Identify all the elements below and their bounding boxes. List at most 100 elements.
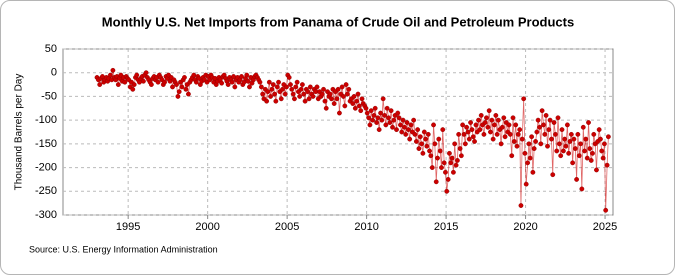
data-point [460,122,466,128]
data-point [375,115,381,121]
data-point [543,113,549,118]
data-point [580,124,586,130]
data-point [284,84,289,90]
data-point [307,84,313,90]
data-point [568,131,574,137]
data-point [417,134,423,140]
y-axis-label: Thousand Barrels per Day [14,74,25,191]
data-point [534,129,540,135]
data-point [468,120,473,125]
data-point [402,124,407,130]
data-point [439,165,444,170]
data-point [435,155,440,161]
data-point [268,94,274,99]
data-point [590,150,595,156]
data-point [603,207,609,213]
data-point [359,96,365,102]
x-tick-label: 2010 [354,221,378,233]
data-point [244,72,250,78]
data-point [557,141,562,147]
data-point [567,139,573,144]
data-point [115,82,121,87]
data-point [276,79,281,85]
data-point [384,105,390,111]
data-point [576,153,582,159]
data-point [559,127,565,133]
data-point [514,143,520,149]
data-point [376,127,382,133]
data-point [352,105,358,111]
data-point [513,122,519,128]
data-point [440,127,446,133]
data-point [183,86,189,92]
data-point [225,82,231,87]
data-point [314,84,320,90]
data-point [344,91,350,97]
data-point [477,127,483,133]
data-point [550,172,556,178]
data-point [378,110,384,116]
data-point [399,129,405,135]
data-point [456,131,462,137]
data-point [366,115,372,121]
data-point [413,139,419,144]
data-point [517,127,523,133]
data-point [537,124,542,130]
data-point [549,136,554,142]
data-point [258,84,264,90]
data-point [122,79,128,85]
x-tick-label: 2025 [593,221,617,233]
data-point [461,131,467,137]
y-tick-label: -150 [35,138,57,150]
data-point [494,131,500,137]
data-point [472,139,477,144]
data-point [265,89,271,95]
data-point [331,101,337,106]
data-point [563,143,569,149]
data-point [501,115,507,121]
data-point [486,108,492,114]
data-point [554,148,560,154]
data-point [403,131,409,137]
data-point [482,120,488,125]
data-point [288,82,293,87]
data-point [179,84,185,90]
data-point [143,70,149,76]
data-point [290,91,296,97]
data-point [351,94,357,99]
data-point [329,96,334,102]
data-point [269,86,275,92]
data-point [588,158,594,163]
data-point [506,122,512,128]
data-point [305,89,311,95]
data-point [107,72,113,78]
data-point [596,127,602,133]
data-point [396,115,402,121]
data-point [522,150,528,156]
data-point [502,134,508,140]
data-point [297,94,303,99]
data-point [289,86,295,92]
data-point [527,155,533,161]
y-tick-label: -300 [35,209,57,221]
data-point [380,96,386,102]
data-point [372,105,378,111]
data-point [419,141,425,147]
data-point [170,84,175,90]
data-point [141,78,146,84]
data-point [473,122,479,128]
data-point [561,148,566,154]
data-point [462,141,468,147]
data-point [539,108,545,114]
y-tick-label: -250 [35,185,57,197]
data-point [509,153,515,159]
data-point [130,86,136,92]
data-point [489,117,495,123]
y-tick-label: -100 [35,114,57,126]
data-point [229,79,235,85]
data-point [343,82,349,87]
y-tick-label: 50 [45,43,57,55]
source-note: Source: U.S. Energy Information Administ… [29,244,218,254]
x-tick-label: 1995 [116,221,140,233]
